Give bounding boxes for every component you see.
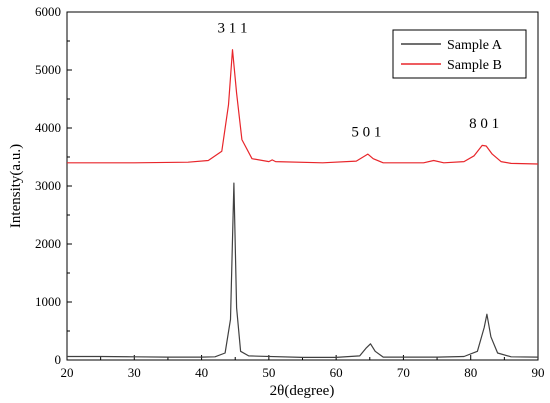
y-axis-title: Intensity(a.u.) <box>8 144 24 228</box>
y-tick-label: 1000 <box>35 294 61 309</box>
y-tick-label: 0 <box>55 352 62 367</box>
y-tick-label: 5000 <box>35 62 61 77</box>
x-tick-label: 60 <box>330 365 343 380</box>
peak-label: 5 0 1 <box>351 125 381 141</box>
peak-label: 8 0 1 <box>469 116 499 132</box>
legend-box <box>392 29 527 79</box>
y-axis-ticks: 0 1000 2000 3000 4000 5000 6000 <box>35 4 72 367</box>
x-axis-ticks: 20 30 40 50 60 70 80 90 <box>61 355 545 380</box>
x-tick-label: 90 <box>532 365 545 380</box>
y-tick-label: 2000 <box>35 236 61 251</box>
peak-annotations: 3 1 1 5 0 1 8 0 1 <box>218 20 500 140</box>
y-tick-label: 4000 <box>35 120 61 135</box>
x-tick-label: 30 <box>128 365 141 380</box>
x-tick-label: 50 <box>262 365 275 380</box>
legend-label-sample-a: Sample A <box>447 38 503 53</box>
x-tick-label: 70 <box>397 365 410 380</box>
peak-label: 3 1 1 <box>218 20 248 36</box>
x-tick-label: 40 <box>195 365 208 380</box>
series-line-sample-b <box>67 49 539 165</box>
x-tick-label: 80 <box>464 365 477 380</box>
x-tick-label: 20 <box>61 365 74 380</box>
series-line-sample-a <box>67 182 539 358</box>
series-layer <box>67 49 539 358</box>
x-axis-title: 2θ(degree) <box>270 383 335 399</box>
y-tick-label: 6000 <box>35 4 61 19</box>
y-tick-label: 3000 <box>35 178 61 193</box>
legend: Sample A Sample B <box>392 29 527 79</box>
legend-label-sample-b: Sample B <box>447 58 502 73</box>
